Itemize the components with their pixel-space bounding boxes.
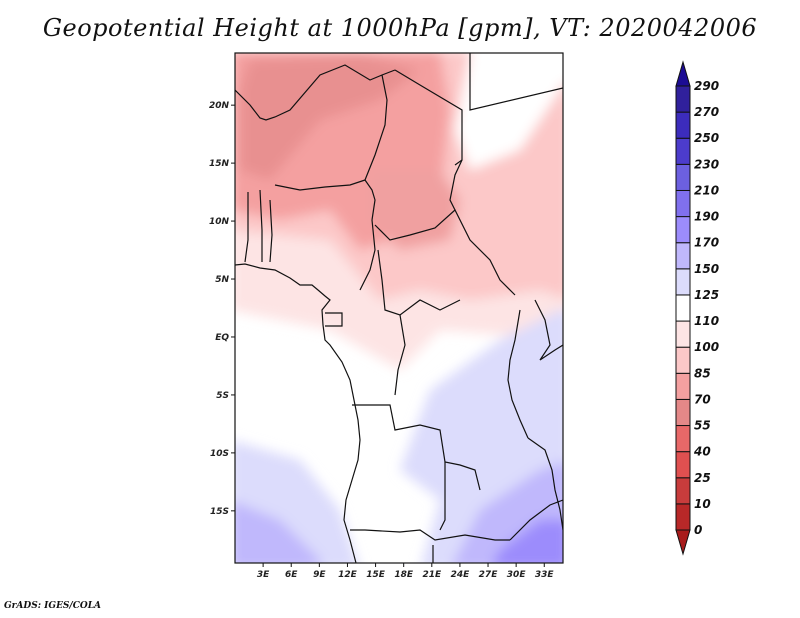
border-niger-chad (364, 74, 388, 181)
lon-tick-label: 24E (451, 570, 471, 580)
lat-tick-label: 5N (215, 275, 229, 285)
colorbar-label: 210 (694, 183, 719, 197)
colorbar-label: 70 (694, 392, 711, 406)
border-libya-chad (394, 69, 463, 166)
colorbar-label: 10 (694, 497, 711, 511)
shaded-contours (235, 53, 563, 563)
lon-tick-label: 9E (313, 570, 326, 580)
colorbar-label: 100 (694, 340, 719, 354)
border-nigeria-cameroon (359, 219, 376, 291)
lat-tick-label: 15N (209, 159, 230, 169)
height-field (235, 53, 563, 563)
colorbar-label: 250 (694, 131, 719, 145)
colorbar-label: 125 (694, 288, 719, 302)
border-tanzania (527, 437, 563, 531)
border-drc-angola (352, 404, 481, 491)
lon-tick-label: 18E (394, 570, 414, 580)
lon-tick-label: 33E (535, 570, 555, 580)
border-mali-niger (235, 64, 396, 121)
border-chad-car (374, 209, 516, 296)
colorbar-label: 190 (694, 210, 719, 224)
colorbar-swatch (675, 189, 691, 218)
colorbar-label: 110 (694, 314, 719, 328)
colorbar-legend: 0 10 25 40 55 70 85 100 110 125 150 170 190 210 230 250… (675, 60, 719, 556)
colorbar-underflow-arrow (675, 529, 691, 556)
lon-tick-label: 27E (479, 570, 499, 580)
border-congo-drc (394, 314, 406, 396)
border-benin-togo (244, 189, 273, 263)
latitude-axis: 20N 15N 10N 5N EQ 5S 10S 15S (209, 101, 235, 517)
colorbar-swatch (675, 163, 691, 191)
colorbar-label: 0 (694, 523, 702, 537)
colorbar-swatch (675, 425, 691, 453)
colorbar-swatch (675, 320, 691, 348)
colorbar-label: 170 (694, 236, 719, 250)
grads-credit: GrADS: IGES/COLA (4, 601, 102, 611)
lat-tick-label: EQ (215, 333, 229, 343)
colorbar-label: 290 (694, 79, 719, 93)
border-chad-sudan (449, 159, 463, 211)
colorbar-label: 270 (694, 105, 719, 119)
border-angola-zambia (439, 462, 446, 531)
border-angola-namibia (350, 529, 510, 541)
lon-tick-label: 6E (285, 570, 298, 580)
colorbar-swatch (675, 503, 691, 531)
colorbar-swatch (675, 372, 691, 400)
longitude-axis: 3E 6E 9E 12E 15E 18E 21E 24E 27E 30E 33E (257, 563, 555, 580)
border-gabon (325, 312, 343, 327)
colorbar-label: 230 (694, 157, 719, 171)
country-borders (235, 53, 563, 563)
colorbar-swatch (675, 346, 691, 374)
lon-tick-label: 30E (507, 570, 527, 580)
lat-tick-label: 5S (216, 391, 229, 401)
lon-tick-label: 21E (422, 570, 442, 580)
lat-tick-label: 10N (209, 217, 230, 227)
colorbar-overflow-arrow (675, 60, 691, 87)
colorbar-swatch (675, 398, 691, 427)
colorbar-swatch (675, 85, 691, 113)
border-east-africa (534, 299, 563, 361)
lat-tick-label: 15S (210, 507, 229, 517)
border-zambia-east (509, 499, 563, 541)
lon-tick-label: 12E (338, 570, 358, 580)
lon-tick-label: 3E (257, 570, 270, 580)
lat-tick-label: 10S (210, 449, 229, 459)
border-great-lakes (507, 309, 529, 439)
chart-title: Geopotential Height at 1000hPa [gpm], VT… (42, 14, 758, 42)
colorbar-swatch (675, 137, 691, 165)
coastline-west-africa (235, 263, 361, 563)
colorbar-swatch (675, 294, 691, 322)
contour-100-110-mid (235, 230, 563, 370)
colorbar-label: 85 (694, 366, 711, 380)
colorbar-swatch (675, 477, 691, 505)
colorbar-label: 150 (694, 262, 719, 276)
border-nigeria-north (274, 179, 376, 221)
contour-170-190-east (493, 520, 563, 563)
colorbar-label: 55 (694, 419, 711, 433)
colorbar-swatch (675, 216, 691, 244)
lon-tick-label: 15E (366, 570, 386, 580)
border-egypt-sudan (469, 53, 563, 111)
contour-150-170-west (235, 502, 320, 563)
lat-tick-label: 20N (209, 101, 230, 111)
colorbar-swatch (675, 242, 691, 270)
colorbar-label: 40 (693, 445, 711, 459)
colorbar-swatch (675, 268, 691, 296)
colorbar-label: 25 (694, 471, 711, 485)
contour-110-125-egypt (455, 55, 560, 170)
contour-70-85-chad (370, 170, 460, 250)
contour-55-70-north (240, 55, 420, 180)
colorbar-swatch (675, 111, 691, 139)
plot-frame (234, 52, 564, 564)
colorbar-swatch (675, 451, 691, 479)
